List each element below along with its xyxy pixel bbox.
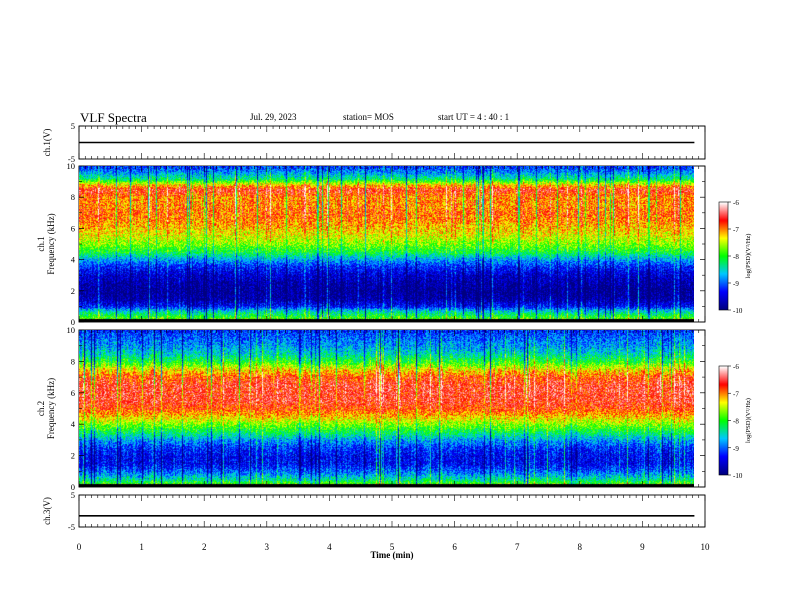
title: VLF Spectra — [80, 110, 147, 125]
y-tick-label: 0 — [71, 317, 75, 327]
colorbar-tick-label: -8 — [733, 418, 739, 426]
y-axis-label: Frequency (kHz) — [46, 378, 56, 439]
y-tick-label: 4 — [71, 255, 76, 265]
x-tick-label: 2 — [202, 542, 207, 552]
colorbar-tick-label: -9 — [733, 280, 739, 288]
panel-content — [79, 141, 728, 517]
y-tick-label: -5 — [68, 522, 75, 532]
y-tick-label: 2 — [71, 451, 75, 461]
spectrogram-image-1 — [79, 166, 694, 322]
y-tick-label: 6 — [71, 223, 75, 233]
x-tick-label: 5 — [390, 542, 395, 552]
x-tick-label: 9 — [640, 542, 645, 552]
y-axis-label: Frequency (kHz) — [46, 213, 56, 274]
x-tick-label: 7 — [515, 542, 520, 552]
x-tick-label: 8 — [578, 542, 583, 552]
colorbar-tick-label: -6 — [733, 363, 739, 371]
x-tick-label: 10 — [701, 542, 711, 552]
x-tick-label: 1 — [139, 542, 144, 552]
y-axis-label: ch.3(V) — [42, 497, 52, 525]
colorbar-2 — [719, 366, 728, 475]
y-axis-label: ch.1 — [36, 236, 46, 251]
colorbar-label: log(PSD)(V²/Hz) — [745, 234, 752, 279]
colorbar-1 — [719, 202, 728, 310]
colorbar-tick-label: -8 — [733, 253, 739, 261]
y-axis-label: ch.1(V) — [42, 129, 52, 157]
y-tick-label: 8 — [71, 356, 75, 366]
colorbar-label: log(PSD)(V²/Hz) — [745, 398, 752, 443]
x-tick-label: 0 — [77, 542, 82, 552]
colorbar-tick-label: -6 — [733, 199, 739, 207]
spectrogram-image-2 — [79, 330, 694, 487]
y-tick-label: 6 — [71, 388, 75, 398]
y-tick-label: 4 — [71, 419, 76, 429]
station-label: station= MOS — [343, 112, 394, 122]
start-time-label: start UT = 4 : 40 : 1 — [438, 112, 510, 122]
y-tick-label: 2 — [71, 286, 75, 296]
colorbar-tick-label: -9 — [733, 445, 739, 453]
axes: 5 -5 ch.1(V) -6 -7 -8 -9 -10 log(PSD)(V²/Hz) 0 2 4 6… — [36, 121, 752, 560]
x-axis-label: Time (min) — [370, 550, 413, 560]
y-tick-label: 8 — [71, 192, 75, 202]
y-axis-label: ch.2 — [36, 401, 46, 416]
colorbar-tick-label: -10 — [733, 472, 743, 480]
y-tick-label: 10 — [67, 161, 76, 171]
x-tick-label: 6 — [452, 542, 457, 552]
x-tick-label: 4 — [327, 542, 332, 552]
y-tick-label: 5 — [71, 121, 75, 131]
colorbar-tick-label: -7 — [733, 390, 739, 398]
y-tick-label: -5 — [68, 154, 75, 164]
y-tick-label: 5 — [71, 490, 75, 500]
y-tick-label: 10 — [67, 325, 76, 335]
y-tick-label: 0 — [71, 482, 75, 492]
date-label: Jul. 29, 2023 — [250, 112, 297, 122]
x-tick-label: 3 — [265, 542, 270, 552]
colorbar-tick-label: -7 — [733, 226, 739, 234]
colorbar-tick-label: -10 — [733, 307, 743, 315]
